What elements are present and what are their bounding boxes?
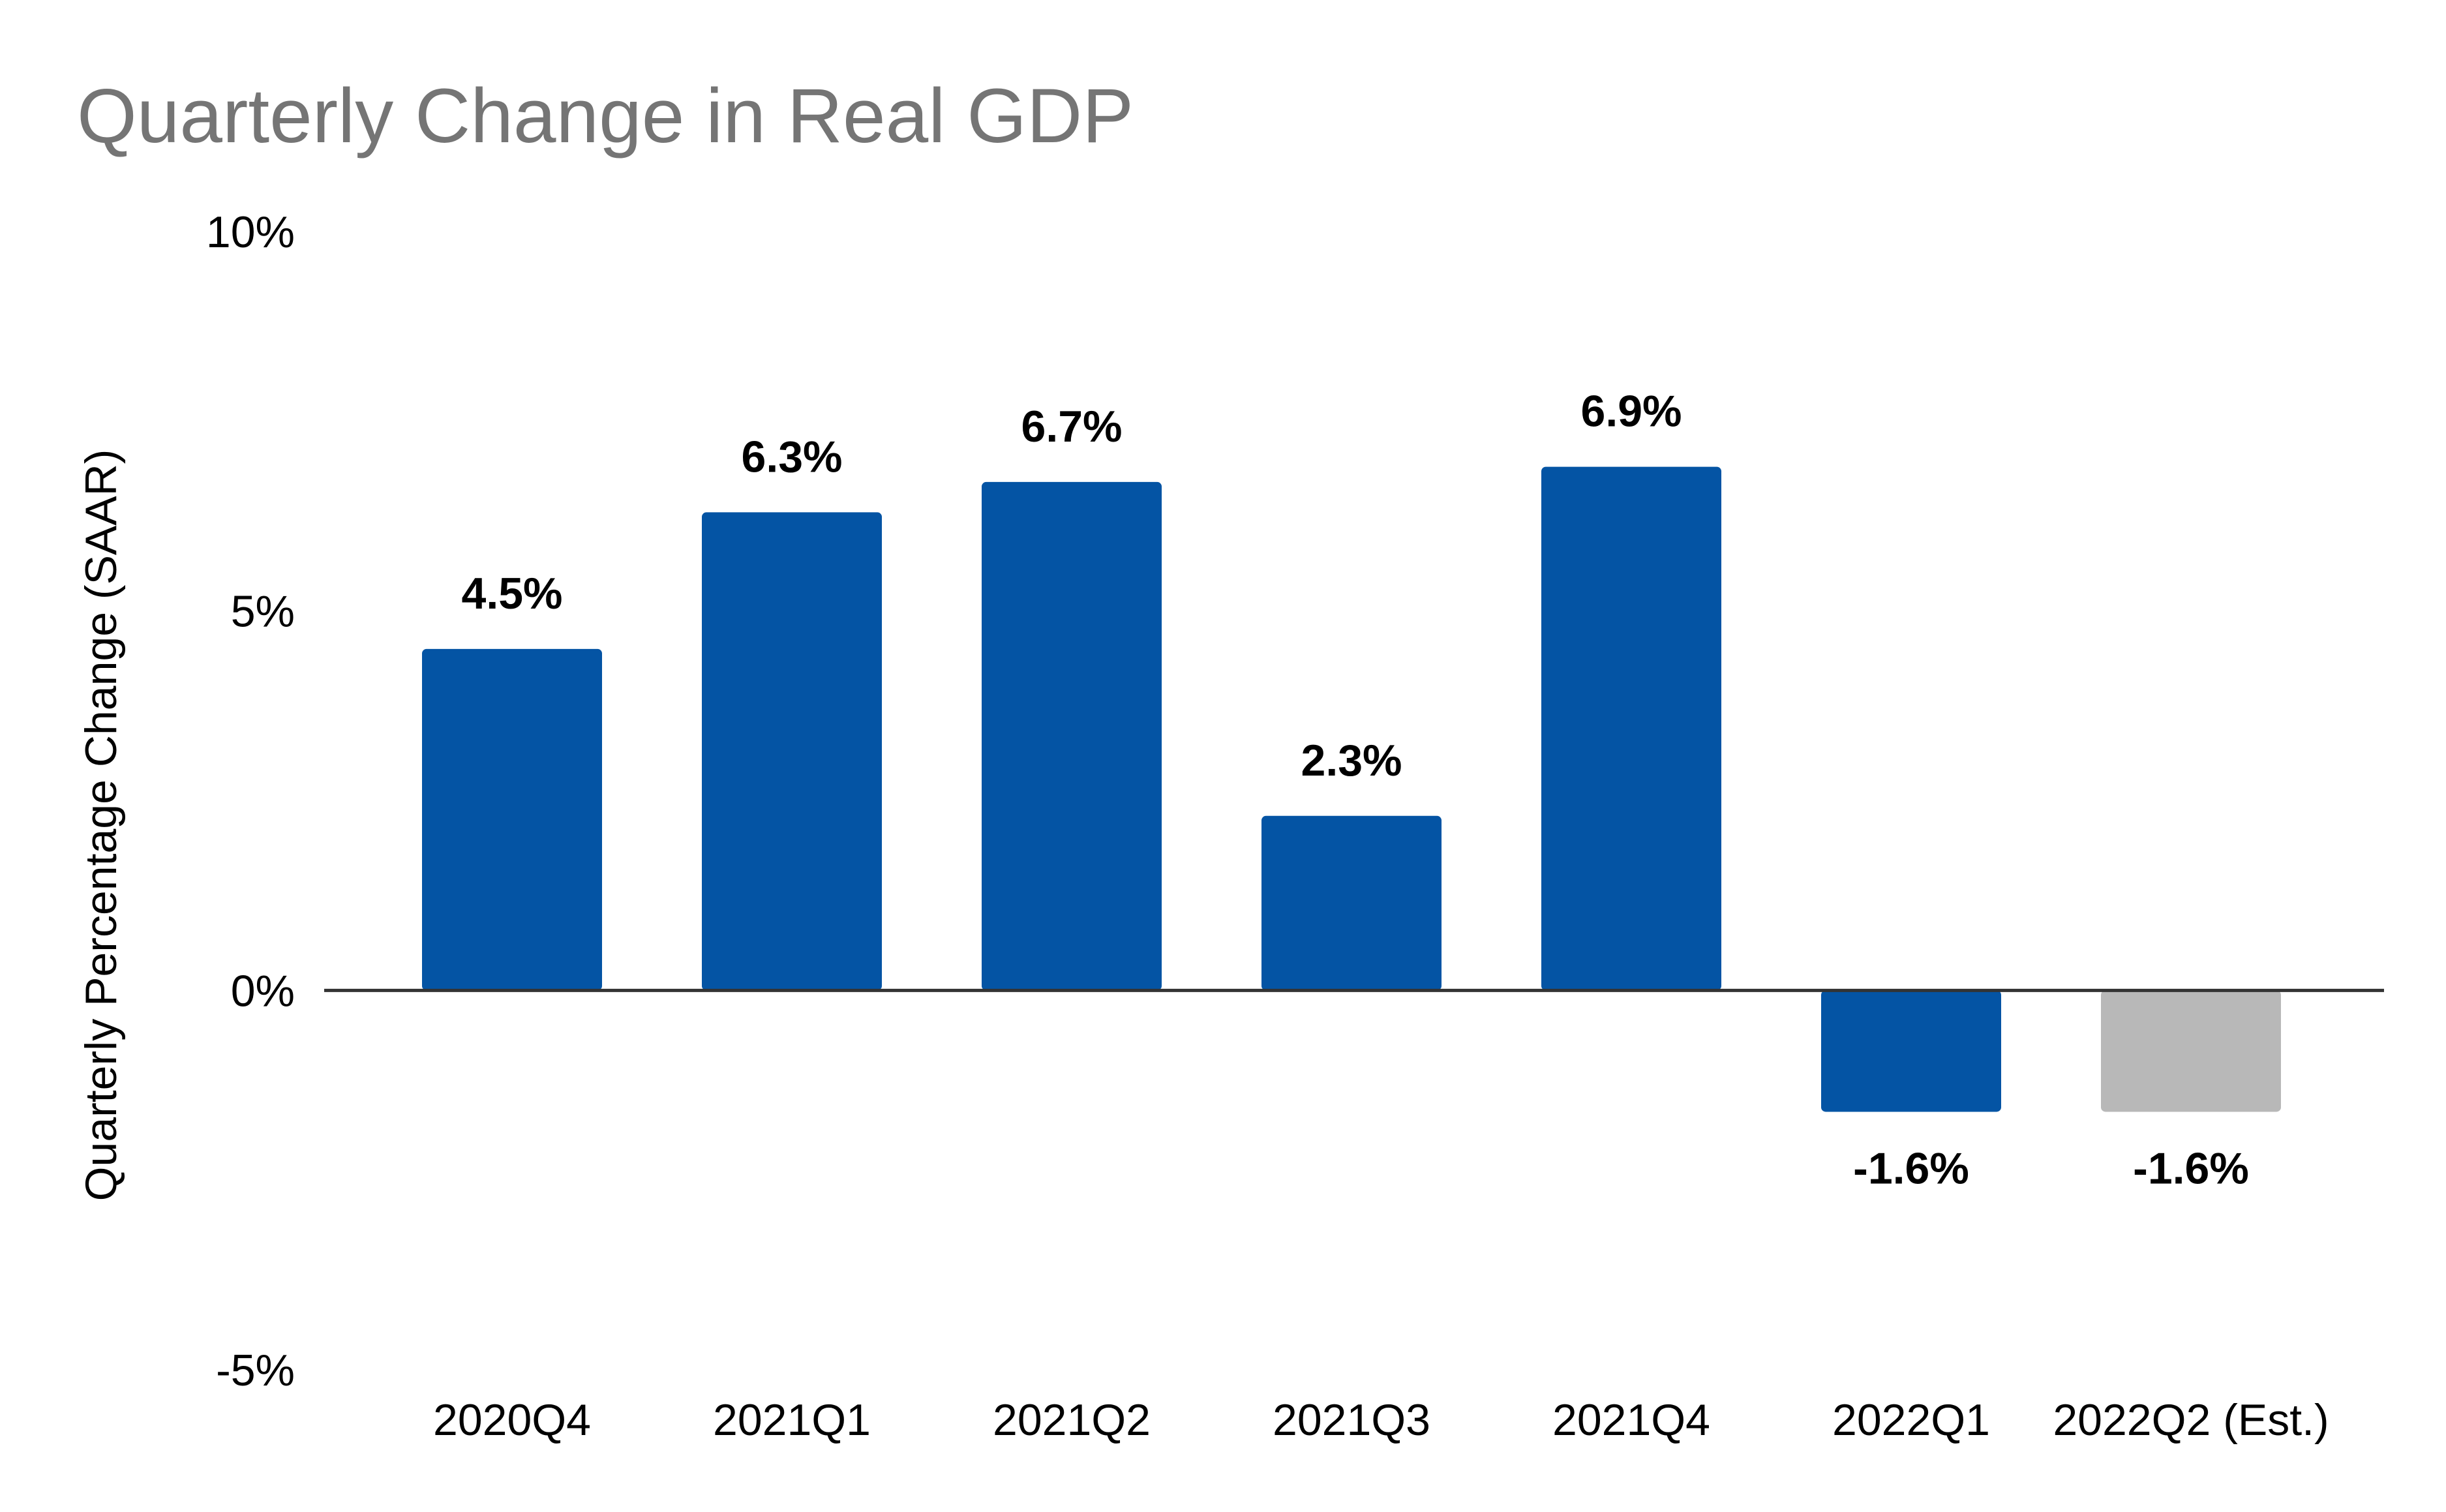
data-label: -1.6% [2133, 1143, 2249, 1193]
category-label: 2020Q4 [433, 1395, 591, 1445]
y-tick-label: -5% [216, 1346, 295, 1395]
category-label: 2022Q1 [1832, 1395, 1990, 1445]
category-label: 2021Q2 [993, 1395, 1151, 1445]
category-label: 2021Q3 [1273, 1395, 1430, 1445]
bar [1821, 990, 2001, 1112]
data-label: 6.7% [1021, 402, 1123, 451]
data-label: 6.9% [1581, 387, 1682, 436]
bar [2101, 990, 2281, 1112]
category-labels: 2020Q4 2021Q1 2021Q2 2021Q3 2021Q4 2022Q1 2022… [433, 1395, 2329, 1445]
bar [1541, 466, 1721, 991]
data-label: 6.3% [742, 432, 843, 481]
y-axis-title: Quarterly Percentage Change (SAAR) [76, 449, 126, 1202]
data-label: 4.5% [462, 569, 563, 618]
category-label: 2021Q4 [1552, 1395, 1710, 1445]
bar [702, 512, 882, 991]
category-label: 2022Q2 (Est.) [2053, 1395, 2329, 1445]
chart-title: Quarterly Change in Real GDP [77, 73, 1134, 159]
y-tick-label: 10% [206, 207, 295, 257]
data-labels: 4.5% 6.3% 6.7% 2.3% 6.9% -1.6% -1.6% [462, 387, 2249, 1194]
bar [982, 481, 1162, 991]
bar [422, 648, 602, 991]
bars [422, 466, 2281, 1112]
data-label: -1.6% [1853, 1143, 1969, 1193]
y-tick-label: 5% [231, 587, 295, 637]
category-label: 2021Q1 [713, 1395, 871, 1445]
data-label: 2.3% [1301, 736, 1402, 785]
bar [1261, 815, 1442, 991]
y-tick-label: 0% [231, 966, 295, 1016]
y-axis-ticks: 10% 5% 0% -5% [206, 207, 295, 1395]
